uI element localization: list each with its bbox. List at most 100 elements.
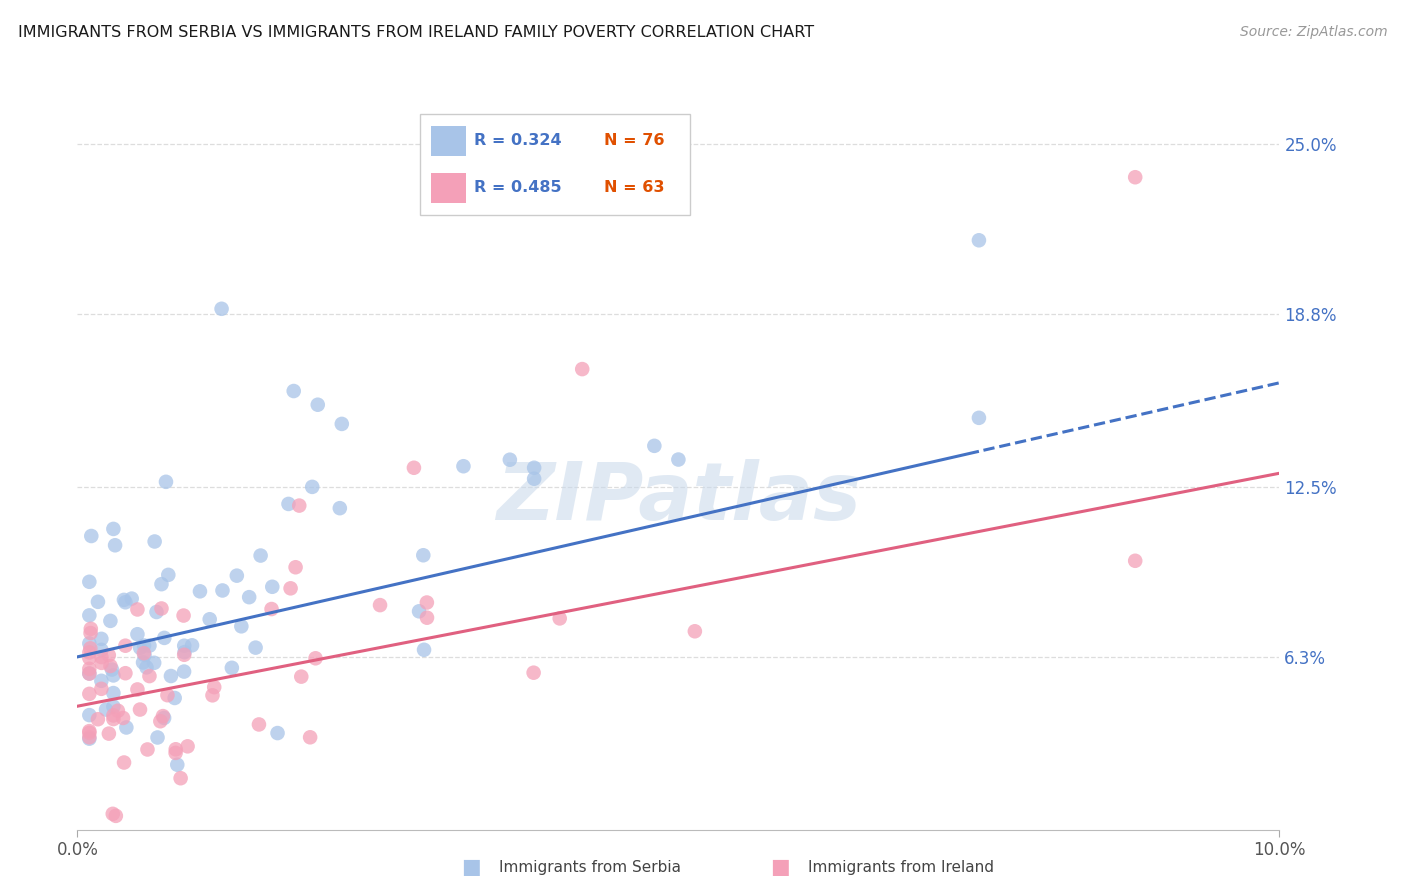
Point bbox=[87, 595, 110, 609]
Point bbox=[412, 548, 434, 562]
Point bbox=[499, 452, 522, 467]
Point bbox=[548, 611, 571, 625]
Point bbox=[100, 614, 122, 628]
Point bbox=[290, 670, 312, 684]
Text: Immigrants from Serbia: Immigrants from Serbia bbox=[499, 860, 681, 874]
Point bbox=[523, 460, 546, 475]
Point bbox=[231, 619, 253, 633]
Point bbox=[156, 688, 179, 702]
Text: IMMIGRANTS FROM SERBIA VS IMMIGRANTS FROM IRELAND FAMILY POVERTY CORRELATION CHA: IMMIGRANTS FROM SERBIA VS IMMIGRANTS FRO… bbox=[18, 25, 814, 40]
Point bbox=[79, 708, 101, 723]
Point bbox=[79, 641, 101, 656]
Point bbox=[79, 687, 101, 701]
Point bbox=[79, 666, 101, 681]
Point bbox=[129, 702, 152, 716]
Point bbox=[643, 439, 665, 453]
Point bbox=[101, 806, 124, 821]
Point bbox=[121, 591, 143, 606]
Point bbox=[143, 656, 166, 670]
Point bbox=[79, 626, 101, 640]
Point bbox=[132, 646, 155, 660]
Point bbox=[301, 480, 323, 494]
Point bbox=[145, 605, 167, 619]
Point bbox=[114, 595, 136, 609]
Point bbox=[149, 714, 172, 729]
Point bbox=[79, 726, 101, 740]
Point bbox=[299, 731, 322, 745]
Point bbox=[152, 709, 174, 723]
Text: Immigrants from Ireland: Immigrants from Ireland bbox=[808, 860, 994, 874]
Point bbox=[211, 583, 233, 598]
Point bbox=[304, 651, 326, 665]
Point bbox=[146, 731, 169, 745]
Point bbox=[103, 708, 125, 723]
Point bbox=[132, 639, 155, 653]
Point bbox=[249, 549, 271, 563]
Point bbox=[683, 624, 706, 639]
Point bbox=[136, 742, 159, 756]
Point bbox=[132, 656, 155, 670]
Point bbox=[79, 651, 101, 665]
Point bbox=[79, 731, 101, 745]
Point bbox=[198, 612, 221, 626]
Point bbox=[288, 499, 311, 513]
Point bbox=[262, 580, 284, 594]
Point bbox=[173, 608, 195, 623]
Point bbox=[127, 602, 149, 616]
Point bbox=[402, 460, 425, 475]
Point bbox=[153, 631, 176, 645]
Point bbox=[157, 567, 180, 582]
Point bbox=[173, 648, 195, 662]
Text: ■: ■ bbox=[461, 857, 481, 877]
Point bbox=[135, 660, 157, 674]
Point bbox=[169, 771, 191, 785]
Point bbox=[571, 362, 593, 376]
Point bbox=[260, 602, 283, 616]
Point bbox=[155, 475, 177, 489]
Point bbox=[129, 640, 152, 655]
Point bbox=[97, 726, 120, 740]
Point bbox=[202, 680, 225, 694]
Point bbox=[101, 663, 124, 677]
Point bbox=[967, 233, 990, 247]
Point bbox=[104, 538, 127, 552]
Point bbox=[523, 472, 546, 486]
Point bbox=[90, 656, 112, 670]
Point bbox=[115, 721, 138, 735]
Point bbox=[247, 717, 270, 731]
Point bbox=[413, 642, 436, 657]
Point bbox=[90, 650, 112, 665]
Text: ZIPatlas: ZIPatlas bbox=[496, 458, 860, 537]
Point bbox=[97, 648, 120, 662]
Point bbox=[165, 746, 187, 760]
Point bbox=[173, 645, 195, 659]
Point bbox=[368, 598, 391, 612]
Point bbox=[1123, 170, 1146, 185]
Point bbox=[103, 686, 125, 700]
Point bbox=[103, 522, 125, 536]
Point bbox=[153, 711, 176, 725]
Point bbox=[284, 560, 307, 574]
Point bbox=[245, 640, 267, 655]
Point bbox=[79, 724, 101, 739]
Point bbox=[103, 668, 125, 682]
Point bbox=[80, 529, 103, 543]
Point bbox=[79, 608, 101, 623]
Point bbox=[94, 702, 117, 716]
Text: ■: ■ bbox=[770, 857, 790, 877]
Point bbox=[277, 497, 299, 511]
Point bbox=[330, 417, 353, 431]
Point bbox=[416, 610, 439, 624]
Point bbox=[138, 639, 160, 653]
Point bbox=[238, 590, 260, 604]
Point bbox=[668, 452, 690, 467]
Point bbox=[103, 712, 125, 726]
Point bbox=[211, 301, 233, 316]
Point bbox=[225, 568, 247, 582]
Point bbox=[90, 643, 112, 657]
Point bbox=[307, 398, 329, 412]
Point bbox=[201, 689, 224, 703]
Point bbox=[181, 638, 204, 652]
Point bbox=[107, 704, 129, 718]
Point bbox=[79, 731, 101, 746]
